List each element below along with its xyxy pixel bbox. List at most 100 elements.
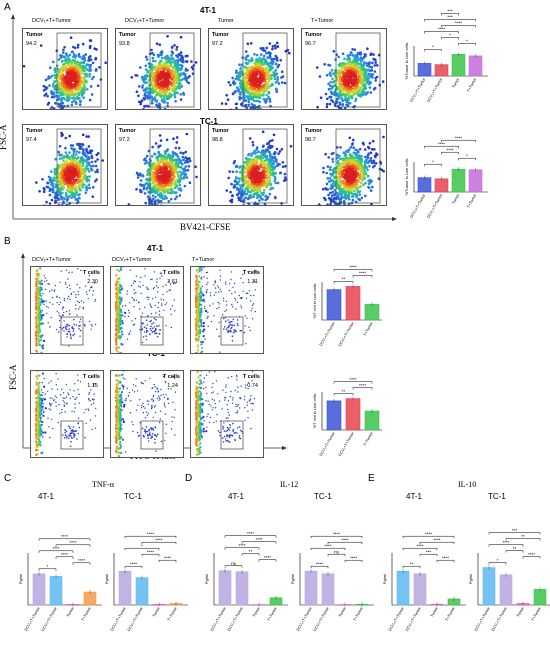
significance-label: *: [141, 543, 143, 548]
significance-bracket: [488, 532, 541, 535]
a-gate-label: Tumor: [212, 32, 229, 38]
significance-label: ****: [350, 555, 357, 560]
significance-bracket: [352, 275, 373, 278]
category-label: T+Tumor: [267, 606, 279, 622]
significance-bracket: [310, 547, 346, 551]
a-xlabel: BV421-CFSE: [180, 222, 231, 232]
category-label: DCV₂+T+Tumor: [338, 431, 355, 457]
significance-bracket: [505, 538, 541, 541]
bar: [321, 573, 335, 606]
b-column-label: DCV₁+T+Tumor: [32, 257, 71, 263]
c-title: TNF-α: [92, 480, 114, 489]
significance-bracket: [141, 553, 160, 557]
b-gate-value: 0.74: [247, 383, 258, 389]
significance-bracket: [124, 547, 160, 551]
bar-chart-c-tc1: Pg/ml DCV₁+T+Tumor DCV₂+T+Tumor Tumor T+Tumo…: [104, 531, 188, 632]
significance-bracket: [333, 281, 354, 284]
b-column-label: T+Tumor: [192, 257, 215, 263]
flow-plot-a: Tumor 93.8: [115, 28, 201, 110]
significance-label: ****: [446, 147, 453, 152]
significance-bracket: [38, 568, 57, 571]
significance-bracket: [124, 535, 177, 539]
a-gate-label: Tumor: [305, 128, 322, 134]
significance-bracket: [327, 541, 363, 545]
significance-bracket: [436, 559, 455, 563]
significance-bracket: [488, 544, 524, 547]
significance-label: ****: [438, 141, 445, 146]
significance-label: **: [342, 389, 346, 394]
significance-label: ****: [359, 271, 366, 276]
significance-label: ****: [61, 552, 68, 557]
flow-plot-b: T cells 0.74: [190, 370, 264, 458]
significance-bracket: [333, 393, 354, 396]
significance-bracket: [419, 553, 438, 557]
significance-label: ****: [61, 534, 68, 539]
significance-bracket: [522, 556, 541, 559]
significance-label: ****: [455, 21, 462, 26]
significance-label: *: [47, 564, 49, 569]
category-label: DCV₁+T+Tumor: [474, 606, 491, 632]
significance-label: ****: [147, 549, 154, 554]
flow-plot-a: Tumor 97.4: [22, 124, 108, 206]
significance-bracket: [441, 37, 459, 40]
a-column-label: Tumor: [218, 18, 234, 24]
b-gate-value: 1.15: [87, 383, 98, 389]
significance-bracket: [241, 553, 260, 556]
significance-label: **: [249, 549, 253, 554]
significance-label: ns: [334, 549, 340, 554]
b-gate-label: T cells: [162, 270, 180, 276]
category-label: Tumor: [430, 606, 439, 618]
significance-label: ***: [426, 549, 432, 554]
b-row1-title: 4T-1: [147, 244, 164, 253]
significance-label: ****: [528, 552, 535, 557]
significance-bracket: [441, 139, 476, 143]
bar: [451, 54, 466, 77]
significance-label: ****: [130, 561, 137, 566]
a-gate-label: Tumor: [26, 128, 43, 134]
significance-label: ***: [447, 15, 453, 20]
significance-label: ****: [333, 531, 340, 536]
flow-plot-a: Tumor 96.7: [301, 28, 387, 110]
bar: [482, 567, 496, 606]
bar: [468, 55, 483, 77]
bar: [32, 573, 46, 606]
significance-label: **: [521, 534, 525, 539]
a-gate-label: Tumor: [119, 32, 136, 38]
significance-label: ****: [247, 531, 254, 536]
category-label: Tumor: [451, 77, 460, 89]
bar: [326, 289, 342, 321]
bar: [304, 570, 318, 606]
category-label: T+Tumor: [363, 431, 375, 447]
flow-plot-b: T cells 1.21: [190, 266, 264, 354]
significance-bracket: [327, 553, 346, 557]
significance-label: ****: [425, 531, 432, 536]
significance-label: *: [432, 45, 434, 50]
a-row2-title: TC-1: [200, 117, 218, 126]
significance-label: ****: [433, 537, 440, 542]
b-gate-label: T cells: [162, 374, 180, 380]
significance-label: ****: [316, 561, 323, 566]
significance-label: ****: [324, 543, 331, 548]
a-gate-value: 98.8: [212, 137, 223, 143]
significance-bracket: [224, 535, 277, 538]
category-label: DCV₁+T+Tumor: [210, 606, 227, 632]
significance-bracket: [505, 550, 524, 553]
flow-plot-b: T cells 2.61: [110, 266, 184, 354]
bar: [533, 589, 547, 606]
significance-bracket: [424, 145, 459, 149]
category-label: T+Tumor: [167, 606, 179, 622]
category-label: DCV₂+T+Tumor: [491, 606, 508, 632]
category-label: Tumor: [152, 606, 161, 618]
b-column-label: DCV₂+T+Tumor: [112, 257, 152, 263]
a-ylabel: FSC-A: [0, 124, 8, 150]
bar-chart-e-4t1: Pg/ml DCV₁+T+Tumor DCV₂+T+Tumor Tumor T+Tumo…: [382, 531, 466, 632]
category-label: DCV₂+T+Tumor: [426, 193, 443, 219]
significance-bracket: [424, 31, 459, 34]
flow-plot-b: T cells 1.24: [110, 370, 184, 458]
b-gate-label: T cells: [82, 374, 100, 380]
a-gate-value: 97.2: [119, 137, 130, 143]
category-label: DCV₁+T+Tumor: [296, 606, 313, 632]
significance-bracket: [141, 541, 177, 545]
